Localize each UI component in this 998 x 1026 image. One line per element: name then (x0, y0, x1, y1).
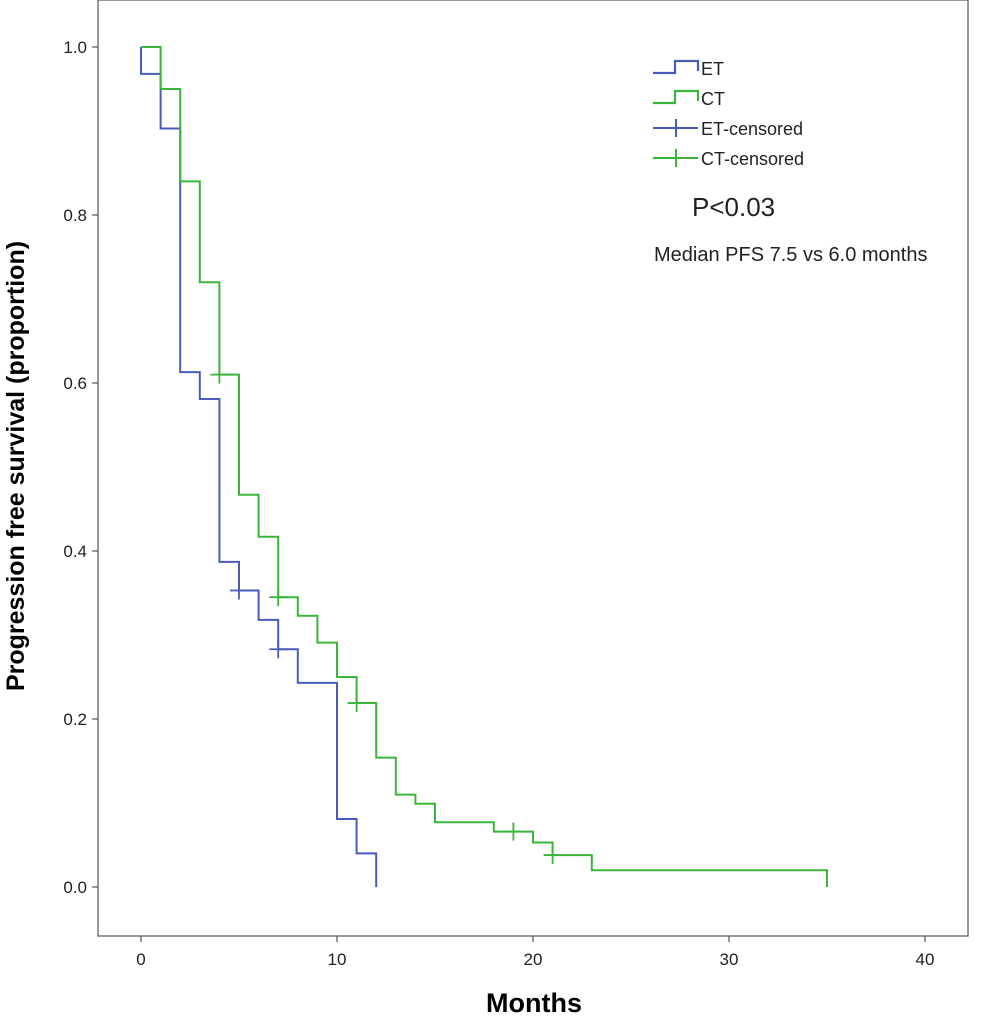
ct-censor-mark (504, 822, 523, 841)
series-layer (140, 46, 828, 887)
y-axis: 0.0 0.2 0.4 0.6 0.8 1.0 (63, 38, 98, 897)
ct-censor-mark (210, 365, 229, 384)
legend-label: ET-censored (701, 119, 803, 139)
legend-item-ct-censored: CT-censored (653, 149, 804, 169)
et-survival-line (140, 47, 378, 887)
y-tick-label: 0.8 (63, 206, 87, 225)
et-censor-mark (269, 640, 288, 659)
legend-item-et-censored: ET-censored (653, 119, 803, 139)
et-censor-mark (230, 581, 248, 600)
legend-line-swatch (653, 59, 700, 75)
legend-item-ct: CT (653, 89, 725, 109)
plot-area (97, 0, 969, 937)
x-tick-label: 20 (524, 950, 543, 969)
x-axis: 0 10 20 30 40 (136, 936, 934, 969)
legend-item-et: ET (653, 59, 724, 79)
median-pfs-annotation: Median PFS 7.5 vs 6.0 months (654, 244, 927, 266)
x-tick-label: 40 (916, 950, 935, 969)
legend-label: CT-censored (701, 149, 804, 169)
y-tick-label: 0.6 (63, 374, 87, 393)
legend-label: CT (701, 89, 725, 109)
legend-label: ET (701, 59, 724, 79)
x-tick-label: 0 (136, 950, 145, 969)
ct-censor-mark (269, 588, 288, 607)
ct-censor-mark (347, 694, 366, 713)
ct-survival-line (141, 46, 828, 887)
y-tick-label: 0.0 (63, 878, 87, 897)
y-tick-label: 0.4 (63, 542, 87, 561)
y-tick-label: 1.0 (63, 38, 87, 57)
x-axis-title: Months (486, 988, 582, 1018)
x-tick-label: 10 (328, 950, 347, 969)
y-tick-label: 0.2 (63, 710, 87, 729)
x-tick-label: 30 (720, 950, 739, 969)
legend-line-swatch (653, 89, 700, 105)
y-axis-title: Progression free survival (proportion) (2, 241, 30, 691)
ct-censor-mark (543, 846, 562, 865)
p-value-annotation: P<0.03 (692, 192, 775, 222)
legend: ET CT ET-censored CT-censored (653, 59, 804, 169)
